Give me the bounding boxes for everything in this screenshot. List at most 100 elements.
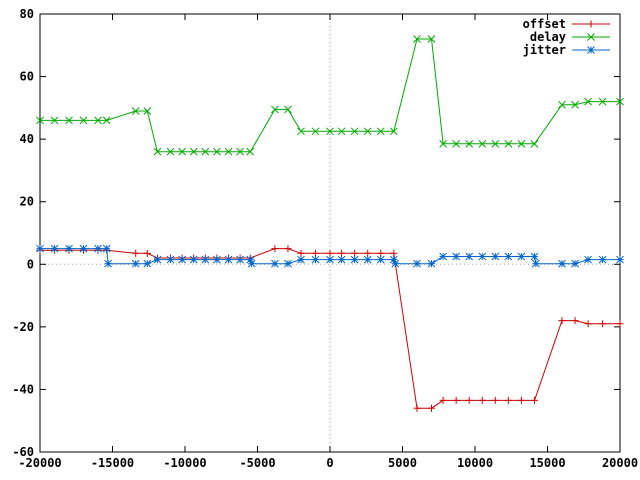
data-point-jitter [584, 255, 592, 264]
data-point-offset [413, 404, 421, 412]
data-point-jitter [236, 255, 244, 264]
marker-stroke [504, 139, 513, 148]
legend-marker-jitter [587, 46, 595, 54]
data-point-jitter [271, 259, 279, 268]
data-point-delay [363, 127, 372, 136]
data-point-offset [452, 396, 460, 404]
marker-stroke [178, 255, 186, 264]
marker-stroke [587, 46, 595, 54]
data-point-offset [377, 249, 385, 257]
marker-stroke [363, 127, 372, 136]
data-point-offset [599, 320, 607, 328]
marker-stroke [102, 116, 111, 125]
data-point-delay [376, 127, 385, 136]
marker-stroke [491, 139, 500, 148]
marker-stroke [297, 255, 305, 264]
data-point-delay [102, 116, 111, 125]
data-point-delay [143, 107, 152, 115]
data-point-delay [350, 127, 359, 136]
data-point-jitter [376, 255, 385, 264]
marker-stroke [504, 252, 513, 261]
y-tick-label: 60 [20, 70, 34, 84]
data-point-offset [132, 249, 140, 257]
data-point-jitter [337, 255, 346, 264]
data-point-delay [491, 139, 500, 148]
marker-stroke [201, 147, 210, 156]
data-point-jitter [213, 255, 221, 264]
data-point-delay [452, 139, 461, 148]
data-point-delay [504, 139, 513, 148]
data-point-delay [213, 147, 221, 156]
data-point-delay [297, 127, 305, 136]
marker-stroke [478, 252, 487, 261]
data-point-delay [153, 147, 162, 156]
data-point-jitter [326, 255, 334, 264]
series-line-offset [40, 248, 620, 409]
marker-stroke [271, 259, 279, 268]
legend-label-delay: delay [530, 30, 566, 44]
marker-stroke [517, 139, 526, 148]
marker-stroke [350, 255, 359, 264]
marker-stroke [246, 147, 255, 156]
data-point-jitter [65, 244, 73, 253]
data-point-jitter [530, 252, 539, 261]
x-tick-label: 20000 [602, 456, 638, 470]
data-point-delay [530, 139, 539, 148]
marker-stroke [558, 100, 566, 109]
x-tick-label: -20000 [18, 456, 61, 470]
data-point-jitter [532, 259, 540, 268]
data-point-offset [284, 245, 292, 253]
marker-stroke [389, 127, 398, 136]
data-point-jitter [189, 255, 198, 264]
marker-stroke [439, 139, 447, 148]
x-tick-label: 0 [326, 456, 333, 470]
marker-stroke [178, 147, 186, 156]
marker-stroke [143, 259, 152, 268]
data-point-offset [326, 249, 334, 257]
legend-marker-offset [587, 20, 595, 28]
marker-stroke [571, 100, 579, 109]
marker-stroke [189, 147, 198, 156]
data-point-jitter [201, 255, 210, 264]
marker-stroke [517, 252, 526, 261]
data-point-jitter [166, 255, 175, 264]
y-tick-label: -40 [12, 382, 34, 396]
data-point-delay [189, 147, 198, 156]
data-point-offset [390, 249, 398, 257]
marker-stroke [36, 116, 44, 125]
marker-stroke [465, 252, 474, 261]
data-point-delay [94, 116, 102, 125]
axes: -20000 -15000 -10000 -5000 0 5000 10000 15000 20… [12, 7, 638, 470]
data-point-delay [224, 147, 233, 156]
data-point-jitter [413, 259, 421, 268]
marker-stroke [236, 147, 244, 156]
data-point-offset [364, 249, 372, 257]
data-point-offset [351, 249, 359, 257]
data-point-jitter [284, 259, 292, 268]
marker-stroke [79, 116, 88, 125]
data-point-offset [465, 396, 473, 404]
marker-stroke [465, 139, 474, 148]
data-point-delay [427, 35, 436, 43]
marker-stroke [311, 127, 320, 136]
data-point-delay [65, 116, 73, 125]
data-point-offset [312, 249, 319, 257]
marker-stroke [284, 259, 292, 268]
data-point-jitter [36, 244, 44, 253]
marker-stroke [326, 127, 334, 136]
marker-stroke [598, 255, 607, 264]
data-point-jitter [350, 255, 359, 264]
marker-stroke [65, 244, 73, 253]
marker-stroke [616, 255, 624, 264]
x-tick-label: -10000 [163, 456, 206, 470]
marker-stroke [616, 97, 624, 106]
marker-stroke [79, 244, 88, 253]
marker-stroke [50, 244, 59, 253]
marker-stroke [131, 107, 140, 115]
data-point-jitter [178, 255, 186, 264]
marker-stroke [413, 35, 421, 43]
marker-stroke [389, 255, 398, 264]
data-point-offset [428, 404, 435, 412]
data-point-offset [297, 249, 305, 257]
marker-stroke [94, 244, 102, 253]
